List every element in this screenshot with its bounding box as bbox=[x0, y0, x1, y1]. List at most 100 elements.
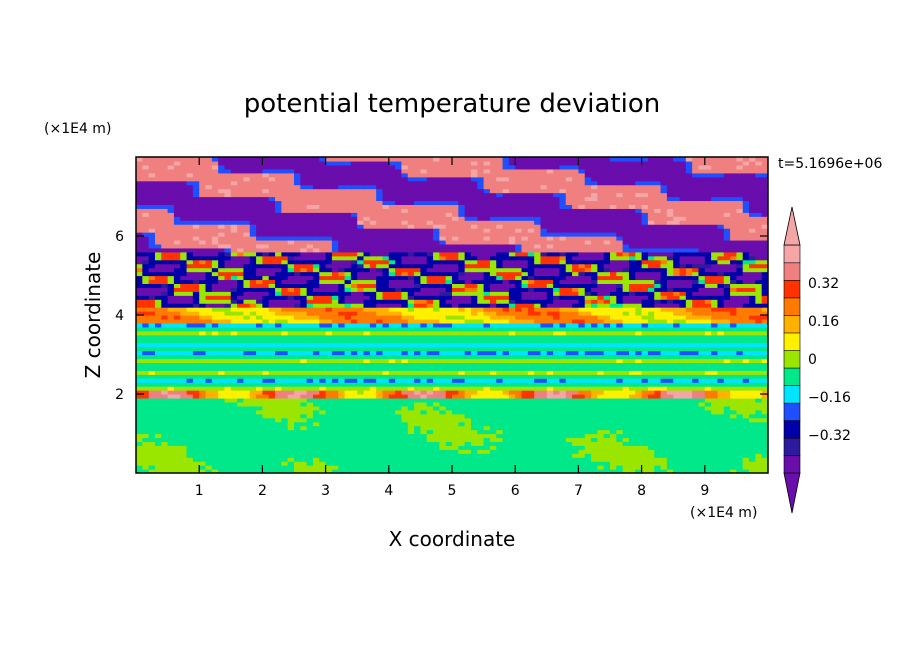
field-cell bbox=[489, 307, 497, 312]
field-cell bbox=[275, 437, 282, 442]
field-cell bbox=[420, 433, 428, 439]
field-cell bbox=[268, 421, 276, 427]
field-cell bbox=[376, 362, 384, 367]
field-cell bbox=[420, 358, 428, 363]
field-cell bbox=[477, 453, 485, 458]
field-cell bbox=[414, 461, 421, 466]
field-cell bbox=[559, 457, 567, 462]
field-cell bbox=[610, 386, 617, 391]
field-cell bbox=[565, 394, 573, 399]
field-cell bbox=[173, 350, 181, 356]
field-cell bbox=[420, 279, 428, 284]
field-cell bbox=[559, 409, 567, 415]
field-cell bbox=[186, 417, 194, 423]
field-cell bbox=[470, 453, 478, 458]
field-cell bbox=[154, 315, 162, 320]
field-cell bbox=[565, 429, 573, 435]
field-cell bbox=[597, 413, 605, 419]
field-cell bbox=[414, 330, 421, 336]
field-cell bbox=[433, 318, 440, 324]
field-cell bbox=[496, 366, 504, 371]
field-cell bbox=[344, 342, 352, 348]
field-cell bbox=[376, 465, 384, 470]
field-cell bbox=[426, 382, 434, 387]
field-cell bbox=[458, 401, 466, 407]
field-cell bbox=[325, 283, 333, 288]
field-cell bbox=[420, 315, 428, 320]
field-cell bbox=[319, 421, 327, 427]
field-cell bbox=[559, 326, 567, 332]
field-cell bbox=[711, 397, 719, 403]
field-cell bbox=[167, 299, 175, 304]
field-cell bbox=[521, 358, 529, 363]
field-cell bbox=[224, 354, 232, 360]
field-cell bbox=[237, 295, 245, 300]
field-cell bbox=[559, 449, 567, 454]
field-cell bbox=[628, 445, 636, 450]
field-cell bbox=[186, 346, 194, 352]
field-cell bbox=[445, 405, 453, 411]
field-cell bbox=[553, 366, 561, 371]
field-cell bbox=[483, 390, 491, 395]
field-cell bbox=[369, 437, 377, 442]
field-cell bbox=[502, 287, 510, 292]
field-cell bbox=[559, 330, 567, 336]
field-cell bbox=[685, 425, 693, 431]
field-cell bbox=[167, 417, 175, 423]
field-cell bbox=[426, 303, 434, 308]
field-cell bbox=[401, 287, 409, 292]
field-cell bbox=[426, 318, 434, 324]
field-cell bbox=[673, 378, 681, 383]
field-cell bbox=[338, 390, 346, 395]
field-cell bbox=[363, 390, 371, 395]
field-cell bbox=[458, 397, 466, 403]
field-cell bbox=[704, 374, 712, 379]
field-cell bbox=[275, 409, 282, 415]
field-cell bbox=[287, 370, 295, 375]
field-cell bbox=[736, 397, 744, 403]
field-cell bbox=[685, 362, 693, 367]
x-unit-label: (×1E4 m) bbox=[690, 505, 757, 521]
field-cell bbox=[218, 445, 226, 450]
field-cell bbox=[173, 397, 181, 403]
field-cell bbox=[445, 386, 453, 391]
field-cell bbox=[388, 413, 396, 419]
field-cell bbox=[755, 405, 763, 411]
field-cell bbox=[218, 311, 226, 316]
field-cell bbox=[717, 291, 725, 296]
field-cell bbox=[660, 405, 668, 411]
field-cell bbox=[723, 322, 731, 328]
field-cell bbox=[136, 457, 143, 462]
field-cell bbox=[742, 311, 750, 316]
field-cell bbox=[382, 449, 390, 454]
field-cell bbox=[616, 425, 624, 431]
field-cell bbox=[679, 287, 687, 292]
field-cell bbox=[591, 295, 598, 300]
field-cell bbox=[218, 453, 226, 458]
field-cell bbox=[591, 437, 598, 442]
field-cell bbox=[692, 386, 700, 391]
field-cell bbox=[470, 279, 478, 284]
field-cell bbox=[673, 299, 681, 304]
field-cell bbox=[199, 330, 207, 336]
field-cell bbox=[154, 354, 162, 360]
field-cell bbox=[597, 421, 605, 427]
field-cell bbox=[452, 311, 459, 316]
field-cell bbox=[167, 330, 175, 336]
field-cell bbox=[268, 338, 276, 344]
field-cell bbox=[641, 461, 649, 466]
field-cell bbox=[761, 382, 768, 387]
field-cell bbox=[205, 441, 213, 446]
field-cell bbox=[704, 358, 712, 363]
field-cell bbox=[578, 405, 586, 411]
field-cell bbox=[736, 457, 744, 462]
field-cell bbox=[679, 326, 687, 332]
field-cell bbox=[635, 303, 643, 308]
field-cell bbox=[584, 437, 592, 442]
field-cell bbox=[698, 342, 706, 348]
field-cell bbox=[439, 354, 447, 360]
field-cell bbox=[136, 370, 143, 375]
field-cell bbox=[167, 303, 175, 308]
field-cell bbox=[755, 445, 763, 450]
field-cell bbox=[173, 322, 181, 328]
